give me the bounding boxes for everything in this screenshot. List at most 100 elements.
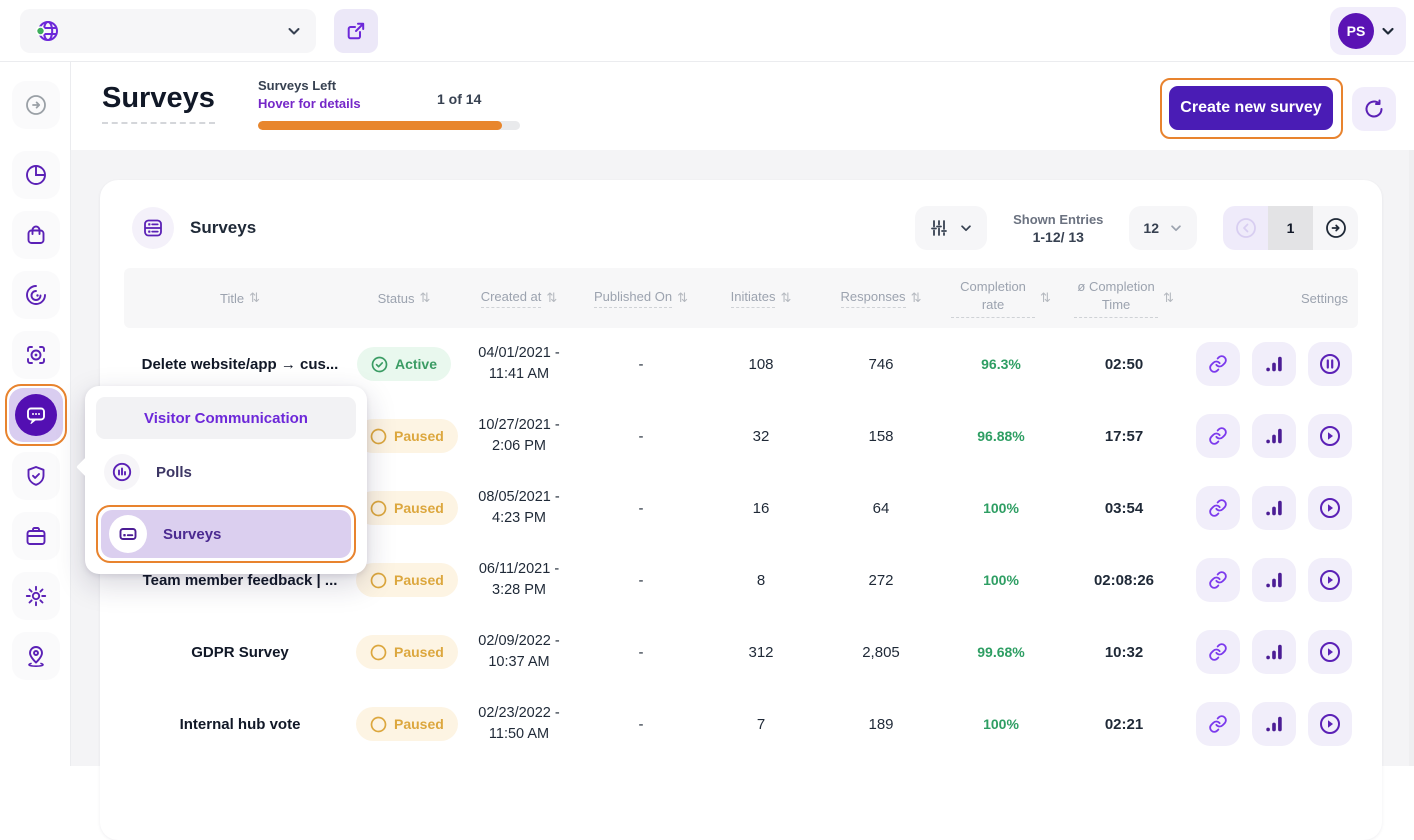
completion-time: 02:21 [1066,716,1182,733]
page-size-dropdown[interactable]: 12 [1129,206,1197,250]
bar-chart-icon [1264,498,1284,518]
initiates: 8 [696,572,826,589]
hover-for-details-link[interactable]: Hover for details [258,96,361,111]
sidebar-item-visitor-communication[interactable] [9,388,63,442]
scrollbar[interactable] [1409,62,1414,766]
sort-icon: ⇅ [677,290,688,306]
sidebar [0,62,71,766]
start-survey-button[interactable] [1308,414,1352,458]
copy-link-button[interactable] [1196,630,1240,674]
completion-time: 02:50 [1066,356,1182,373]
refresh-button[interactable] [1352,87,1396,131]
start-survey-button[interactable] [1308,558,1352,602]
initiates: 108 [696,356,826,373]
responses: 189 [826,716,936,733]
initiates: 16 [696,500,826,517]
initiates: 32 [696,428,826,445]
open-external-button[interactable] [334,9,378,53]
column-header-published-on[interactable]: Published On⇅ [586,289,696,308]
responses: 746 [826,356,936,373]
user-menu[interactable]: PS [1330,7,1406,55]
sort-icon: ⇅ [780,290,791,306]
next-page-button[interactable] [1313,206,1358,250]
published-on: - [586,644,696,661]
initiates: 312 [696,644,826,661]
completion-time: 17:57 [1066,428,1182,445]
status-badge: Active [357,347,451,381]
column-header-title[interactable]: Title⇅ [124,290,356,306]
status-badge: Paused [356,707,458,741]
sidebar-item-privacy[interactable] [12,452,60,500]
statistics-button[interactable] [1252,702,1296,746]
shown-entries-label: Shown Entries [1013,212,1103,227]
current-page: 1 [1268,206,1313,250]
table-row[interactable]: Internal hub vote Paused 02/23/2022 - 11… [124,688,1358,760]
sidebar-item-location[interactable] [12,632,60,680]
column-header-status[interactable]: Status⇅ [356,290,452,306]
play-icon [1318,568,1342,592]
sidebar-item-targeting[interactable] [12,331,60,379]
bar-chart-icon [1264,570,1284,590]
created-at: 02/09/2022 - 10:37 AM [452,631,586,673]
sidebar-item-shop[interactable] [12,211,60,259]
pause-survey-button[interactable] [1308,342,1352,386]
play-icon [1318,496,1342,520]
page-header: Surveys Surveys Left Hover for details 1… [71,62,1414,150]
column-header-responses[interactable]: Responses⇅ [826,289,936,308]
created-at: 10/27/2021 - 2:06 PM [452,415,586,457]
created-at: 02/23/2022 - 11:50 AM [452,703,586,745]
statistics-button[interactable] [1252,558,1296,602]
sidebar-item-dashboard[interactable] [12,151,60,199]
sort-icon: ⇅ [1163,290,1174,306]
globe-icon [34,18,60,44]
column-header-completion-time[interactable]: ø Completion Time⇅ [1066,278,1182,317]
initiates: 7 [696,716,826,733]
menu-item-surveys[interactable]: Surveys [101,510,351,558]
statistics-button[interactable] [1252,342,1296,386]
copy-link-button[interactable] [1196,702,1240,746]
copy-link-button[interactable] [1196,342,1240,386]
external-link-icon [346,21,366,41]
play-icon [1318,640,1342,664]
start-survey-button[interactable] [1308,486,1352,530]
copy-link-button[interactable] [1196,558,1240,602]
previous-page-button[interactable] [1223,206,1268,250]
surveys-left-count: 1 of 14 [437,91,481,107]
pagination: 1 [1223,206,1358,250]
sidebar-item-settings[interactable] [12,572,60,620]
play-icon [1318,424,1342,448]
filter-columns-button[interactable] [915,206,987,250]
bar-chart-icon [1264,426,1284,446]
created-at: 04/01/2021 - 11:41 AM [452,343,586,385]
chevron-down-icon [286,23,302,39]
copy-link-button[interactable] [1196,414,1240,458]
start-survey-button[interactable] [1308,630,1352,674]
chat-bubble-icon [15,394,57,436]
sidebar-collapse-button[interactable] [12,81,60,129]
sidebar-item-journeys[interactable] [12,271,60,319]
sidebar-item-workspace[interactable] [12,512,60,560]
avatar: PS [1338,13,1374,49]
site-selector-dropdown[interactable] [20,9,316,53]
statistics-button[interactable] [1252,630,1296,674]
completion-rate: 96.3% [936,356,1066,372]
survey-title: Delete website/app → cus... [124,356,356,373]
chevron-down-icon [959,221,973,235]
copy-link-button[interactable] [1196,486,1240,530]
responses: 64 [826,500,936,517]
start-survey-button[interactable] [1308,702,1352,746]
created-at: 06/11/2021 - 3:28 PM [452,559,586,601]
surveys-icon [109,515,147,553]
statistics-button[interactable] [1252,486,1296,530]
column-header-initiates[interactable]: Initiates⇅ [696,289,826,308]
bar-chart-icon [1264,642,1284,662]
column-header-completion-rate[interactable]: Completion rate⇅ [936,278,1066,317]
statistics-button[interactable] [1252,414,1296,458]
table-row[interactable]: GDPR Survey Paused 02/09/2022 - 10:37 AM… [124,616,1358,688]
column-header-created-at[interactable]: Created at⇅ [452,289,586,308]
menu-item-polls[interactable]: Polls [96,449,356,495]
bag-icon [24,223,48,247]
status-badge: Paused [356,563,458,597]
create-new-survey-button[interactable]: Create new survey [1169,86,1333,130]
create-button-highlight: Create new survey [1160,78,1343,139]
